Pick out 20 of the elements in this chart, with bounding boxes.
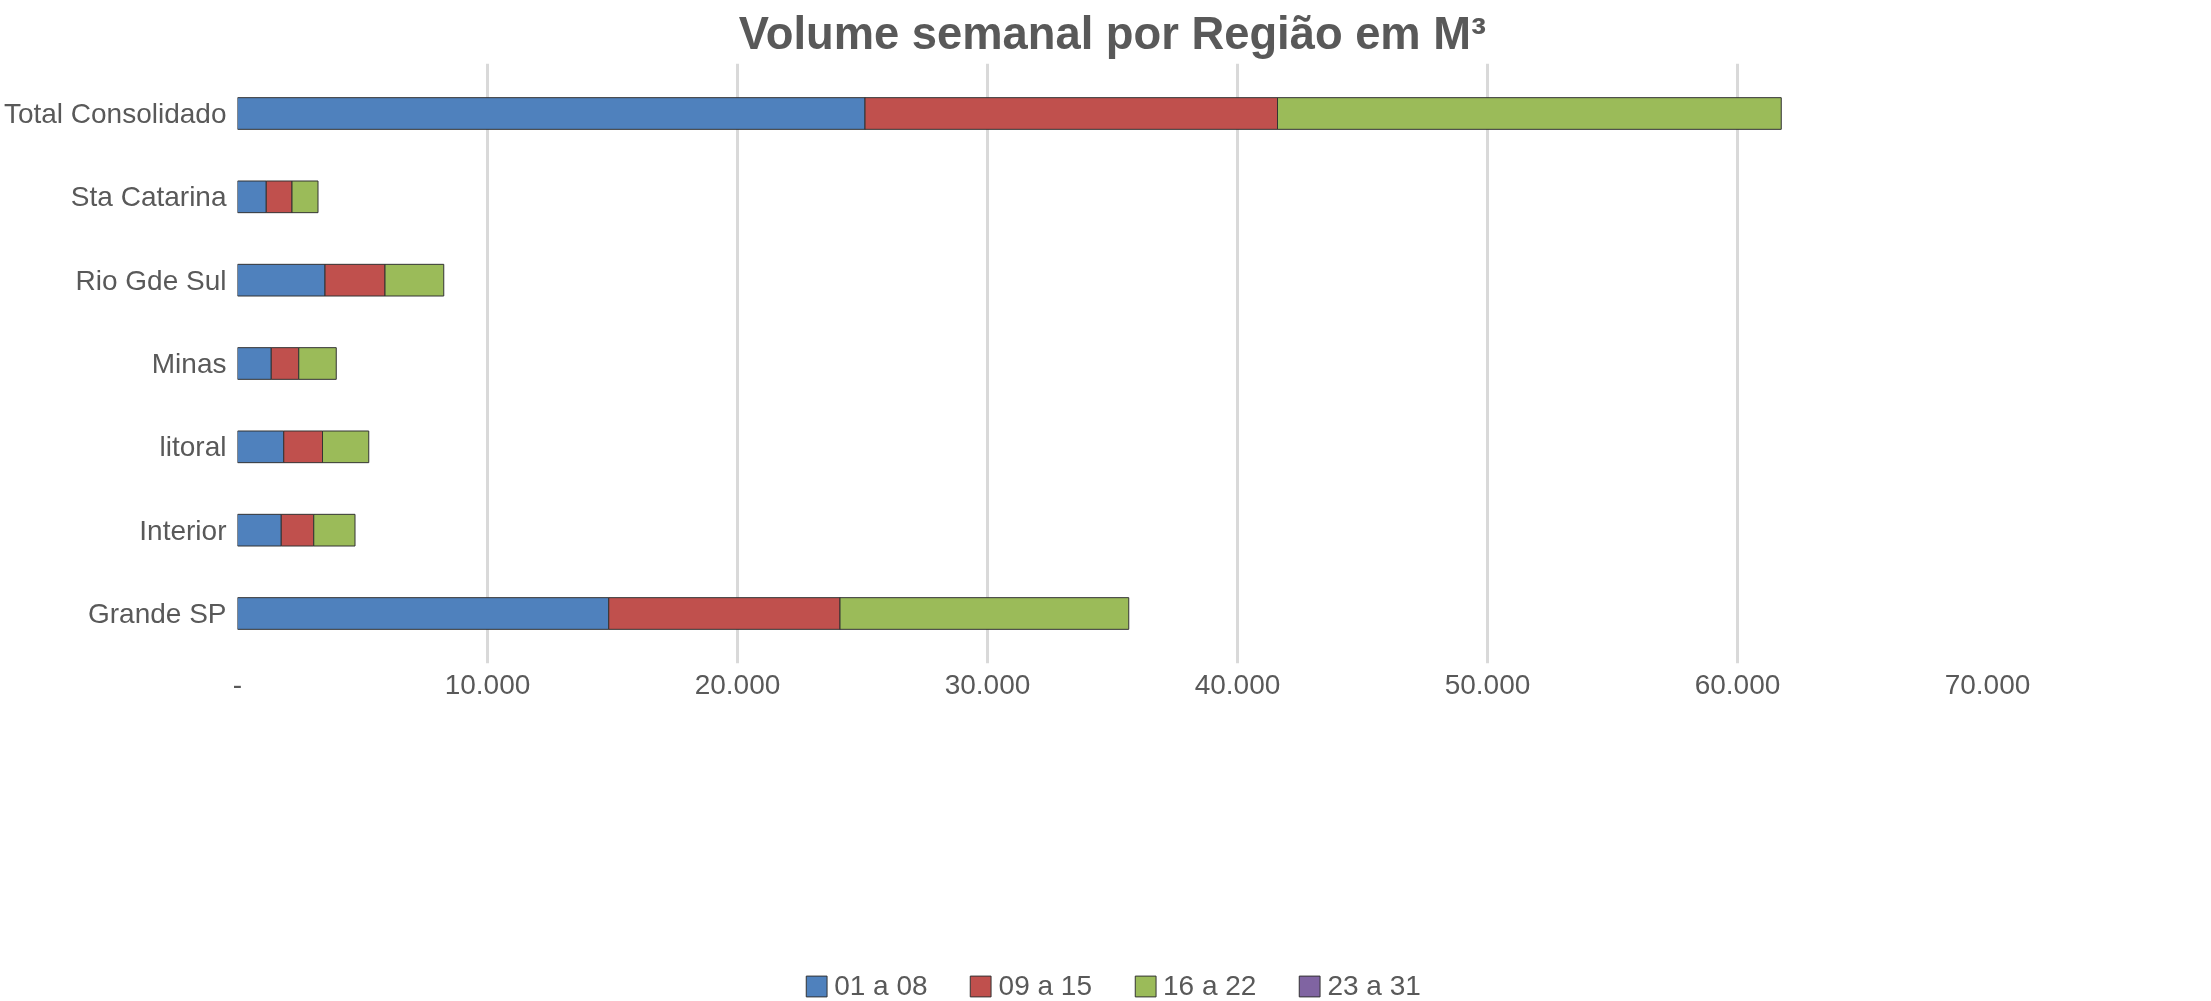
y-tick-label: Total Consolidado (3, 98, 227, 129)
x-tick-label: 70.000 (1944, 668, 2031, 700)
legend-label: 23 a 31 (1327, 970, 1421, 1001)
y-tick-label: Sta Catarina (70, 181, 227, 213)
y-tick-label: Minas (151, 348, 227, 379)
y-tick-label: Grande SP (87, 598, 227, 629)
x-tick-label: 60.000 (1694, 668, 1781, 700)
y-tick-label: Interior (139, 514, 227, 546)
x-tick-label: - (232, 668, 243, 700)
x-tick-label: 30.000 (944, 668, 1031, 700)
y-tick-label: litoral (159, 431, 227, 463)
y-tick-label: Rio Gde Sul (75, 264, 227, 296)
legend-label: 09 a 15 (998, 970, 1092, 1001)
legend-label: 01 a 08 (834, 970, 928, 1001)
x-tick-label: 10.000 (444, 668, 531, 700)
x-tick-label: 20.000 (694, 668, 781, 700)
x-tick-label: 50.000 (1444, 668, 1531, 700)
legend-label: 16 a 22 (1163, 970, 1257, 1001)
chart-title: Volume semanal por Região em M³ (738, 7, 1487, 59)
x-tick-label: 40.000 (1194, 668, 1281, 700)
